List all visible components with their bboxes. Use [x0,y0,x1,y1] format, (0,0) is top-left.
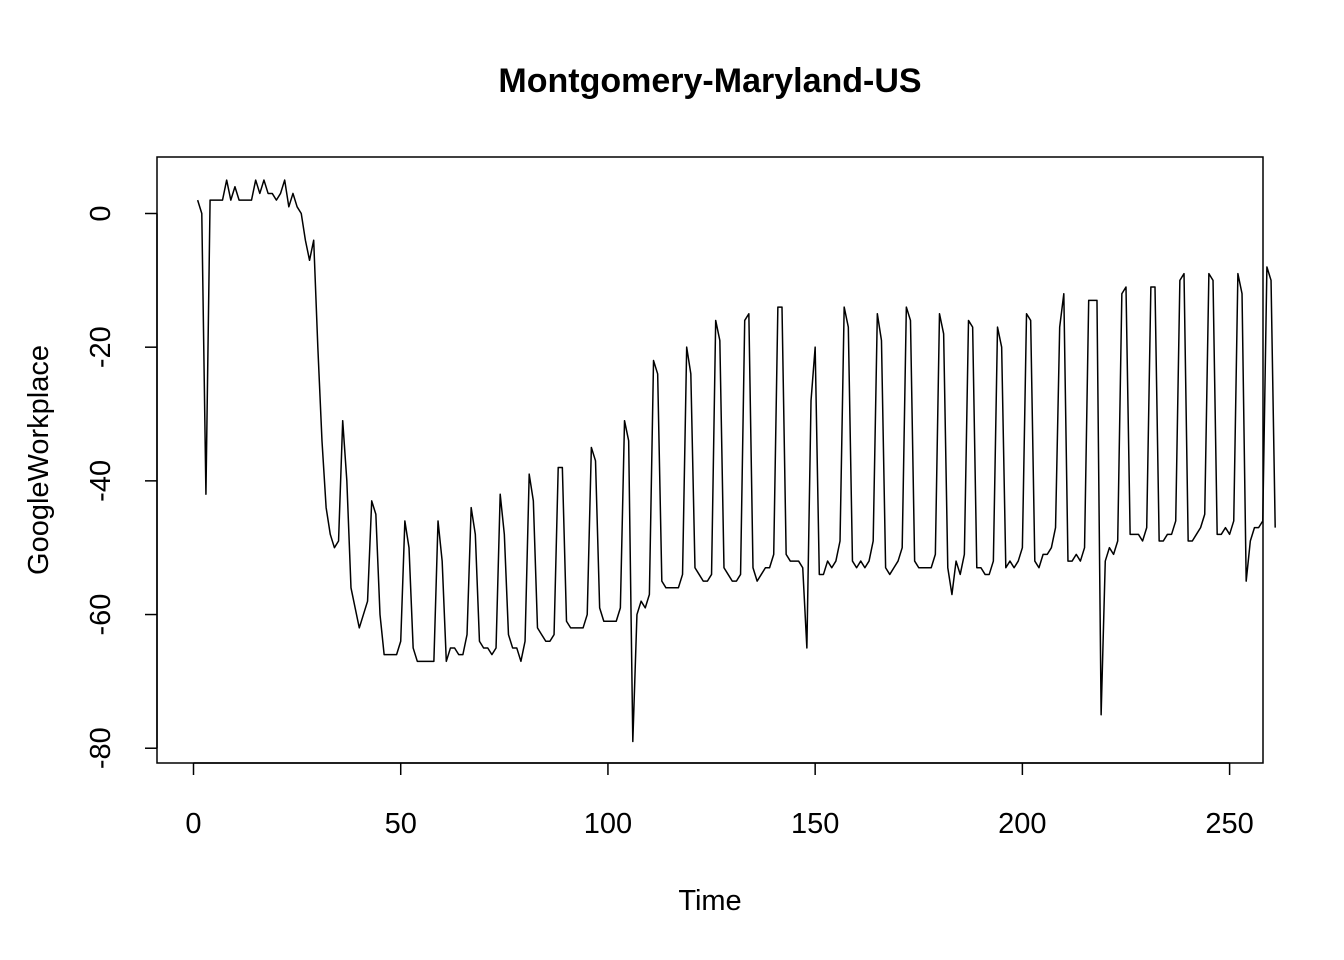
y-axis-label: GoogleWorkplace [23,345,55,575]
y-tick-label: -80 [85,727,117,769]
x-axis: 0 50 100 150 200 250 [185,762,1254,840]
x-tick-label: 100 [584,808,632,840]
chart-title: Montgomery-Maryland-US [498,62,921,100]
y-tick-label: 0 [85,205,117,221]
x-tick-label: 250 [1205,808,1253,840]
y-axis: -80 -60 -40 -20 0 [85,205,158,769]
x-axis-label: Time [678,885,741,917]
x-tick-label: 50 [385,808,417,840]
y-tick-label: -60 [85,594,117,636]
x-tick-label: 200 [998,808,1046,840]
x-tick-label: 0 [185,808,201,840]
x-tick-label: 150 [791,808,839,840]
series-line [196,179,1276,743]
y-tick-label: -40 [85,460,117,502]
y-tick-label: -20 [85,326,117,368]
